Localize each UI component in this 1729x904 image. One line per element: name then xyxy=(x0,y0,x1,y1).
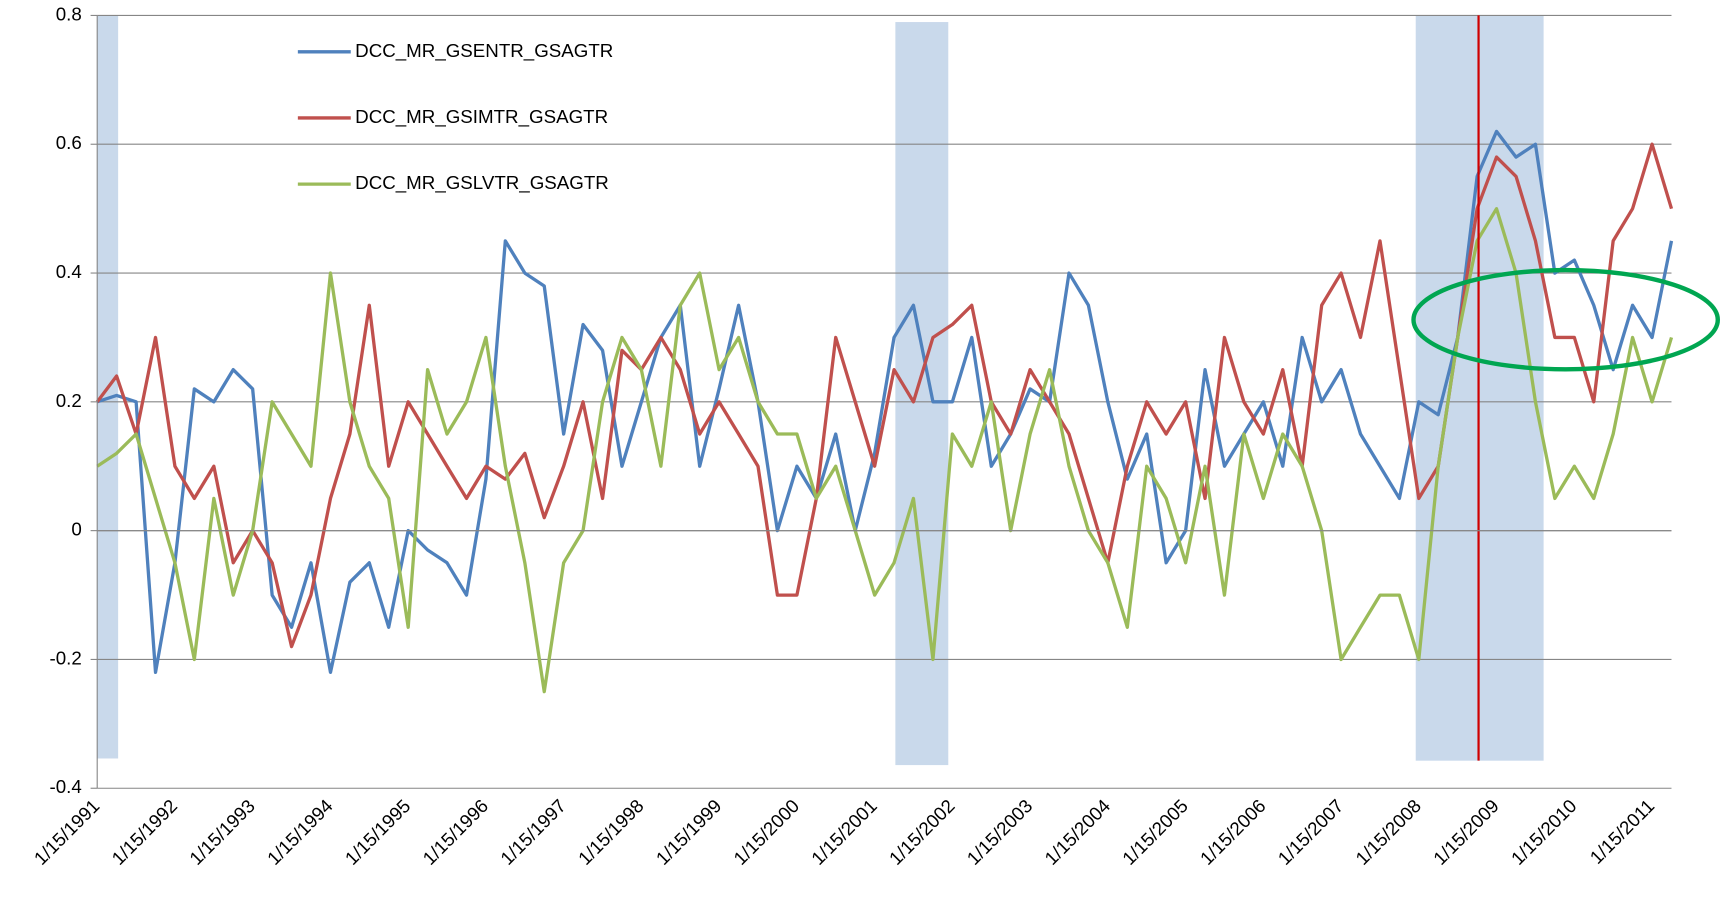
legend-label: DCC_MR_GSLVTR_GSAGTR xyxy=(355,172,609,194)
series-line xyxy=(95,142,1674,649)
shaded-band xyxy=(895,22,949,766)
legend-label: DCC_MR_GSENTR_GSAGTR xyxy=(355,40,613,62)
y-tick-label: 0 xyxy=(71,519,81,540)
y-tick-label: -0.4 xyxy=(49,776,81,797)
series-line xyxy=(96,129,1674,675)
y-tick-label: 0.6 xyxy=(56,132,82,153)
legend-label: DCC_MR_GSIMTR_GSAGTR xyxy=(355,106,608,128)
legend: DCC_MR_GSENTR_GSAGTR DCC_MR_GSIMTR_GSAGTR… xyxy=(297,40,613,194)
plot-area xyxy=(95,129,1674,694)
y-tick-label: -0.2 xyxy=(49,647,81,668)
series-line xyxy=(96,207,1674,694)
highlight-ellipse xyxy=(1411,267,1720,372)
y-tick-label: 0.2 xyxy=(56,390,82,411)
y-tick-label: 0.8 xyxy=(56,3,82,24)
y-tick-label: 0.4 xyxy=(56,261,82,282)
